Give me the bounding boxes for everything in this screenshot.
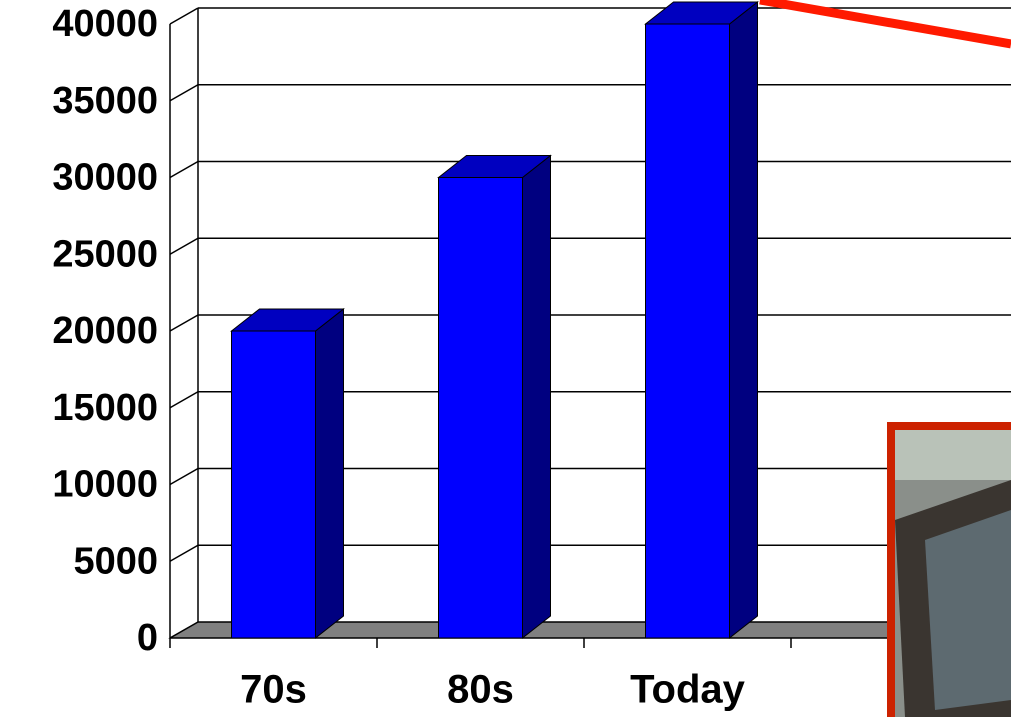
bars: 70s 80s Today	[230, 0, 759, 712]
photo-screen	[925, 510, 1011, 710]
grid-diagonal	[169, 314, 199, 332]
y-tick-label: 0	[137, 617, 158, 659]
bar-side	[522, 154, 551, 640]
grid-diagonal	[169, 621, 199, 639]
x-tick-label: 80s	[447, 668, 514, 712]
y-tick-label: 25000	[52, 233, 158, 275]
bar	[231, 330, 316, 639]
photo-sky	[895, 430, 1011, 480]
bar	[438, 177, 523, 639]
bar-side	[315, 307, 344, 640]
y-tick-label: 15000	[52, 387, 158, 429]
grid-diagonal	[169, 237, 199, 255]
x-tick-label: 70s	[240, 668, 307, 712]
photo-inset	[887, 422, 1011, 717]
x-tick-label: Today	[630, 668, 746, 712]
red-arrow	[759, 0, 1011, 49]
grid-diagonal	[169, 391, 199, 409]
bar-side	[729, 0, 758, 640]
y-tick-label: 20000	[52, 310, 158, 352]
y-tick-label: 30000	[52, 157, 158, 199]
y-tick-label: 35000	[52, 80, 158, 122]
grid-diagonal	[169, 544, 199, 562]
grid-diagonal	[169, 84, 199, 102]
y-tick-label: 10000	[52, 464, 158, 506]
y-tick-label: 40000	[52, 3, 158, 45]
grid-diagonal	[169, 160, 199, 179]
bar	[645, 23, 730, 639]
y-tick-label: 5000	[73, 540, 158, 582]
grid-diagonal	[169, 7, 199, 25]
grid-diagonal	[169, 467, 199, 486]
